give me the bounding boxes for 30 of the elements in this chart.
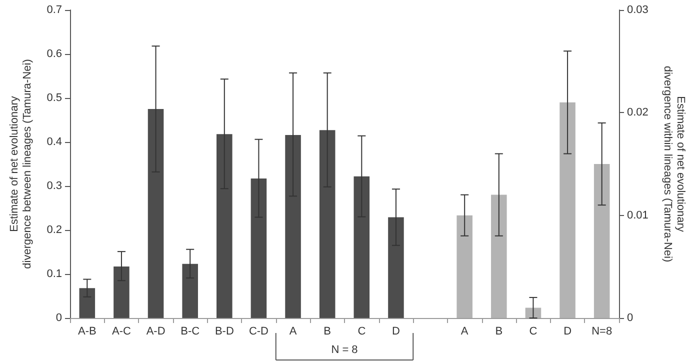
y-tick-label: 0.4 [46, 136, 62, 148]
x-tick-label: B [495, 326, 503, 338]
y-tick-label: 0.1 [46, 268, 62, 280]
y-tick-label: 0 [56, 312, 62, 324]
text: N = 8 [331, 344, 358, 356]
x-tick-label: N=8 [592, 326, 612, 338]
y2-axis-title: Estimate of net evolutionary divergence within lineages (Tamura-Nei) [662, 66, 686, 262]
x-tick-label: D [564, 326, 572, 338]
x-tick-label: D [392, 326, 400, 338]
x-tick-label: A [289, 326, 298, 338]
x-tick-label: B-D [214, 326, 234, 338]
x-tick-label: A-D [146, 326, 166, 338]
y2-tick-label: 0.03 [627, 4, 648, 16]
x-tick-label: C-D [248, 326, 269, 338]
y-tick-label: 0.6 [46, 48, 62, 60]
x-tick-label: C [358, 326, 366, 338]
x-tick-label: C [529, 326, 538, 338]
y-tick-label: 0.2 [46, 224, 62, 236]
x-tick-label: B [324, 326, 332, 338]
y2-tick-label: 0.01 [627, 209, 648, 222]
y-tick-label: 0.3 [46, 180, 62, 192]
y2-tick-label: 0.02 [627, 106, 648, 119]
y-axis-title: Estimate of net evolutionary divergence between lineages (Tamura-Nei) [8, 59, 34, 269]
x-tick-label: A [460, 326, 469, 338]
x-tick-label: B-C [180, 326, 200, 338]
y2-tick-label: 0 [627, 312, 634, 324]
y-tick-label: 0.7 [46, 4, 62, 16]
y-tick-label: 0.5 [46, 92, 62, 104]
x-tick-label: A-B [78, 326, 96, 338]
x-tick-label: A-C [112, 326, 131, 338]
